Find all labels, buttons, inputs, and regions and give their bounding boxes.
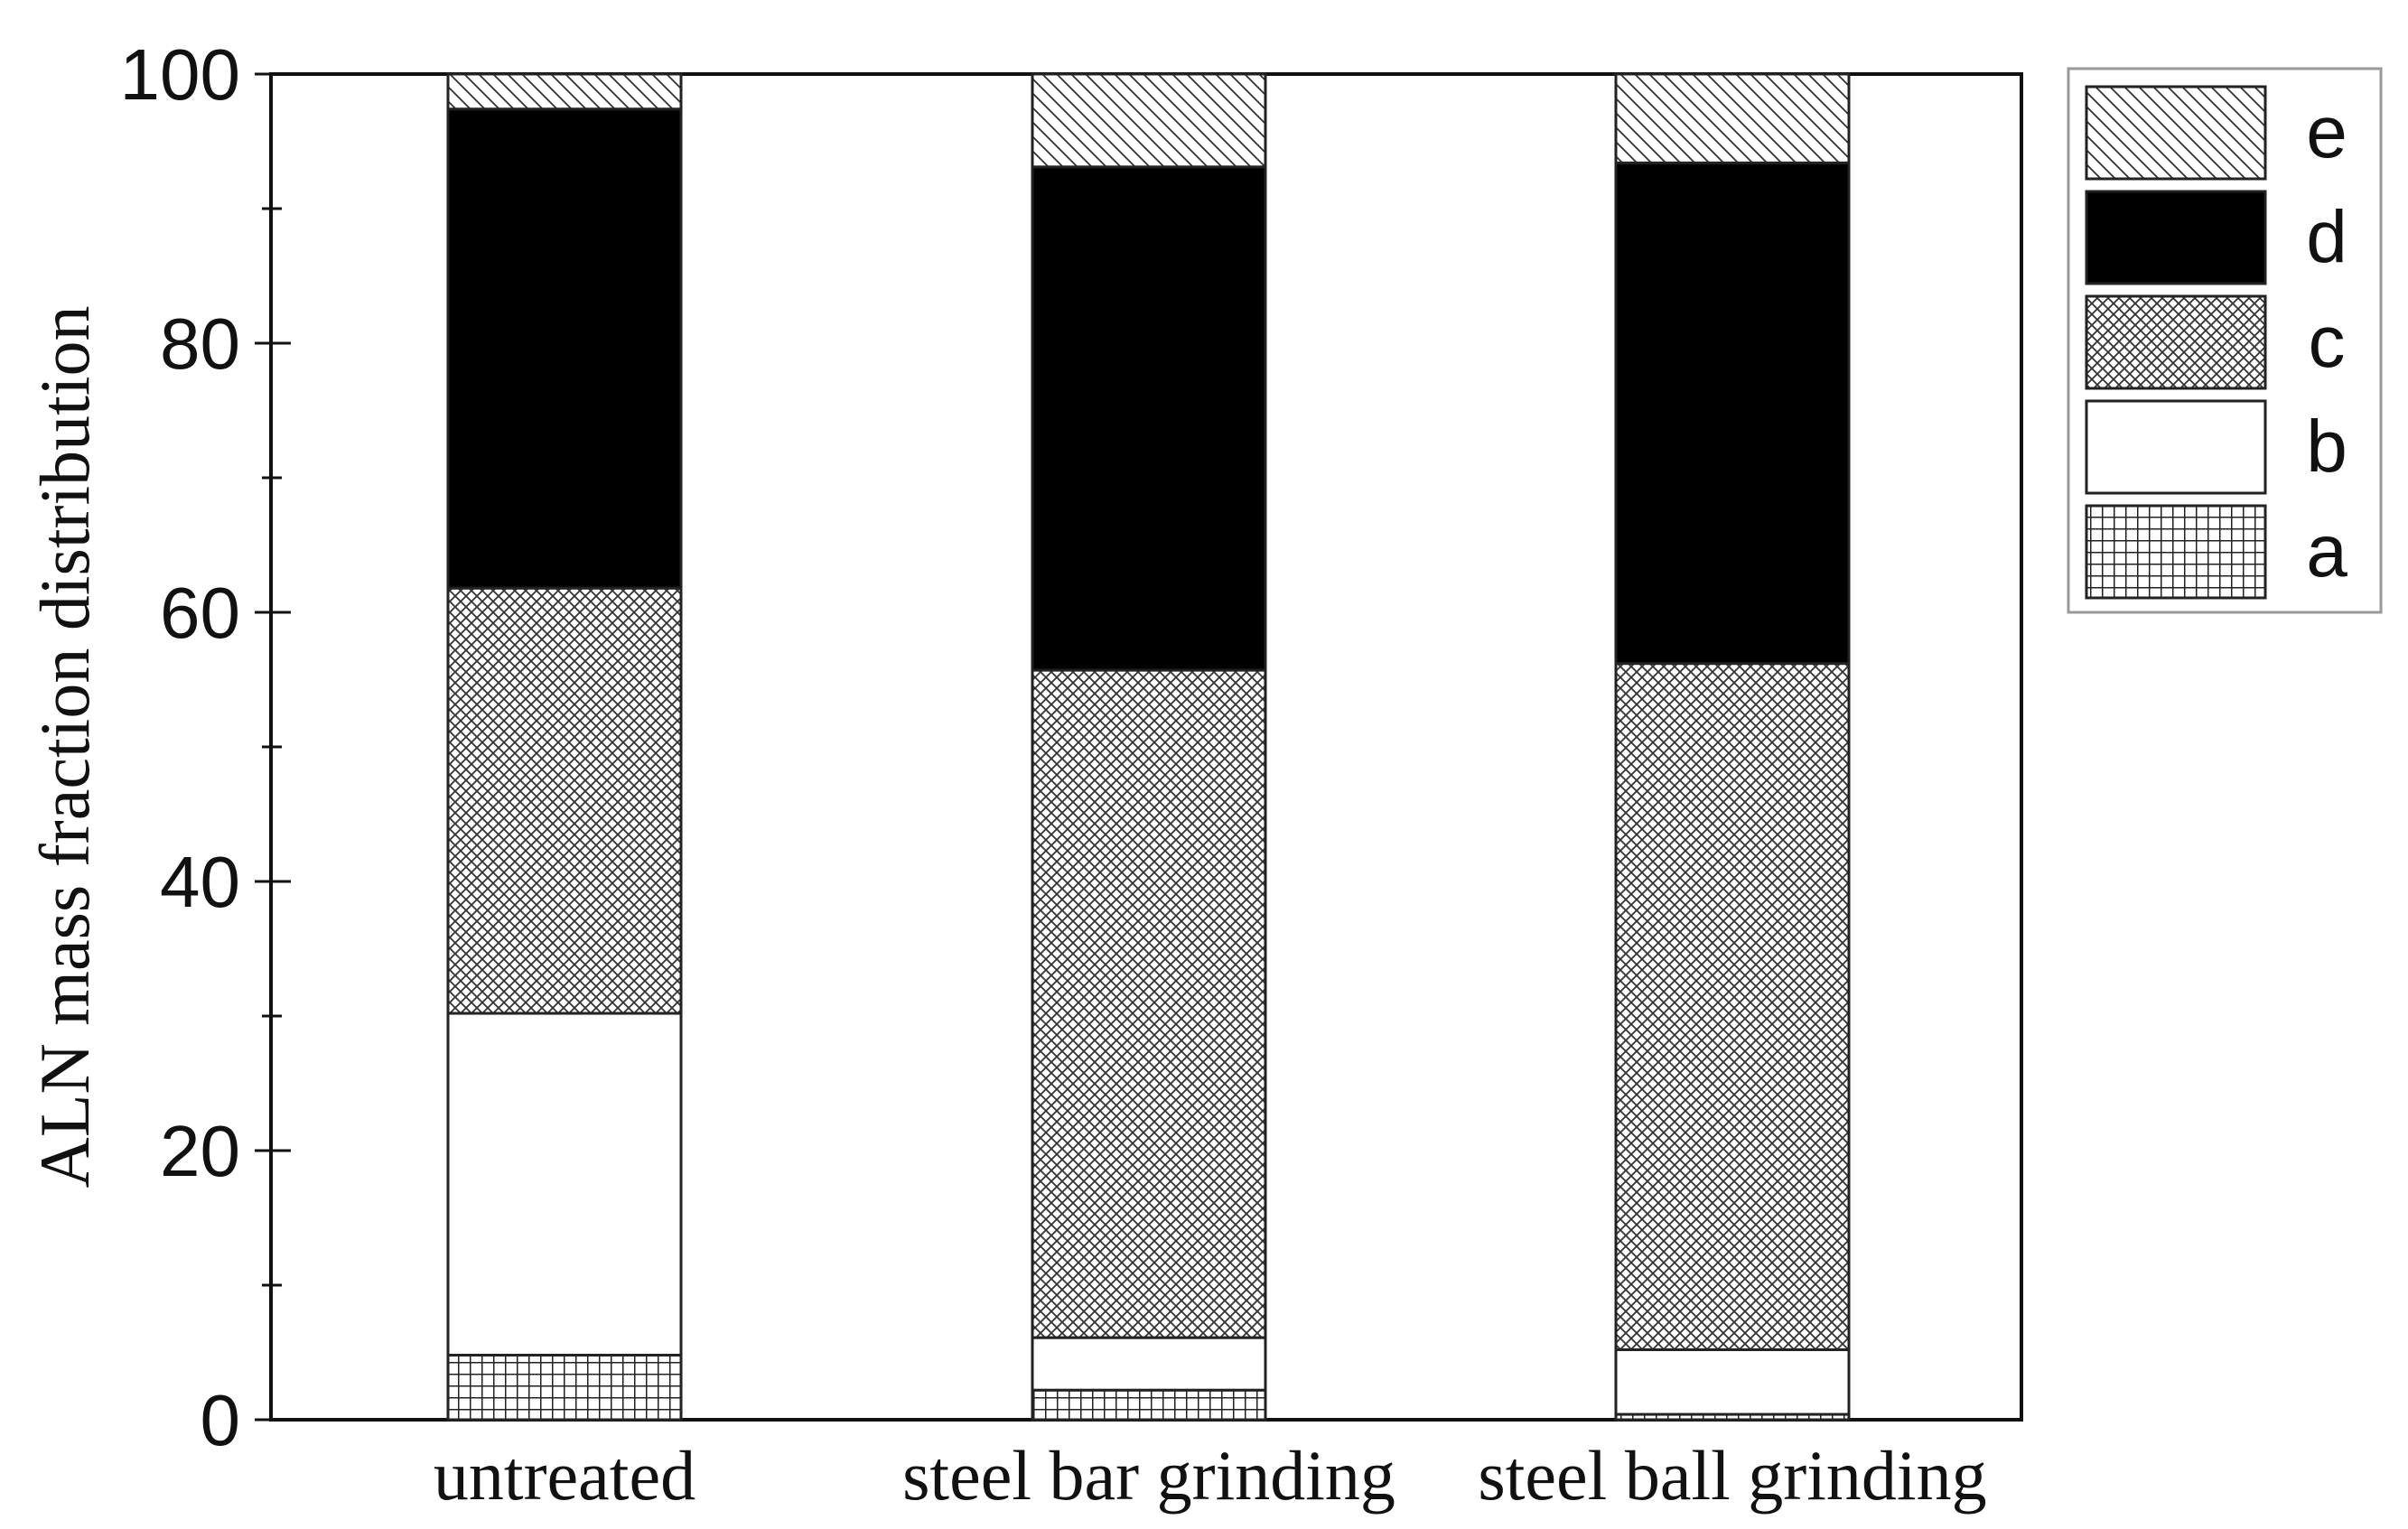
legend-item-d: d: [2085, 190, 2347, 285]
bar-segment-c: [1614, 662, 1851, 1352]
bar-segment-e: [1614, 72, 1851, 164]
y-tick-label: 80: [160, 303, 240, 384]
legend-swatch: [2085, 504, 2267, 600]
y-tick-label: 0: [201, 1380, 241, 1460]
y-tick-label: 20: [160, 1111, 240, 1191]
bar-stack: [1614, 72, 1851, 1422]
bar-segment-e: [1031, 72, 1267, 169]
legend-swatch: [2085, 399, 2267, 495]
y-axis-title: ALN mass fraction distribution: [25, 305, 104, 1188]
legend-label: a: [2306, 510, 2347, 592]
x-category-label: steel bar grinding: [902, 1436, 1395, 1515]
legend-swatch: [2085, 85, 2267, 181]
bar-segment-d: [1031, 165, 1267, 672]
x-category-label: untreated: [434, 1436, 695, 1515]
legend-item-b: b: [2085, 399, 2347, 495]
bar-segment-b: [1031, 1336, 1267, 1392]
legend-item-e: e: [2085, 85, 2347, 181]
y-tick-label: 100: [120, 34, 240, 115]
legend-label: e: [2306, 91, 2347, 173]
bar-segment-a: [1031, 1388, 1267, 1422]
bar-stack: [446, 72, 683, 1422]
bar-segment-d: [1614, 161, 1851, 666]
legend-item-a: a: [2085, 504, 2347, 600]
legend-label: b: [2306, 406, 2347, 488]
bar-segment-b: [446, 1012, 683, 1357]
bars: [446, 72, 1851, 1422]
legend-label: d: [2306, 196, 2347, 278]
bar-segment-e: [446, 72, 683, 111]
bar-segment-a: [446, 1353, 683, 1422]
bar-segment-b: [1614, 1348, 1851, 1416]
x-axis-labels: untreated steel bar grinding steel ball gr…: [434, 1436, 1987, 1515]
bar-segment-c: [446, 586, 683, 1015]
y-tick-label: 60: [160, 573, 240, 653]
legend-swatch: [2085, 190, 2267, 285]
legend-swatch: [2085, 294, 2267, 390]
bar-stack: [1031, 72, 1267, 1422]
bar-segment-c: [1031, 668, 1267, 1339]
legend-item-c: c: [2085, 294, 2346, 390]
y-tick-label: 40: [160, 842, 240, 922]
x-category-label: steel ball grinding: [1478, 1436, 1986, 1515]
bar-segment-d: [446, 107, 683, 590]
y-axis: 0 20 40 60 80 100: [120, 34, 291, 1460]
legend-label: c: [2309, 301, 2346, 383]
